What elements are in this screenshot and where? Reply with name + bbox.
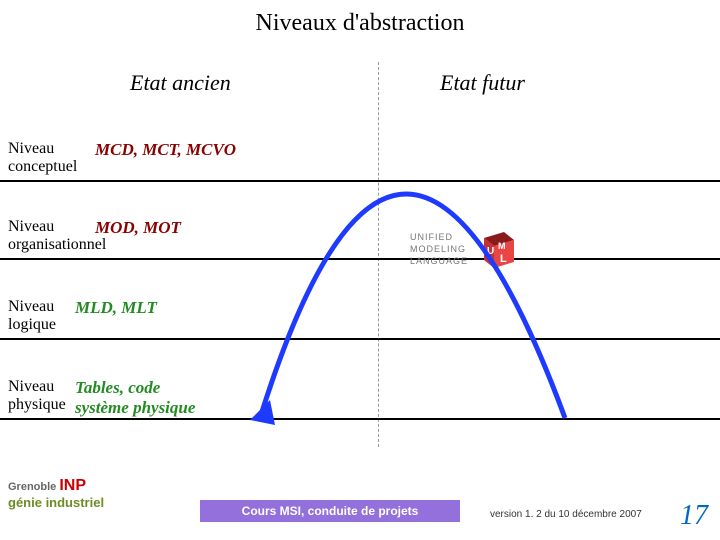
- level-method: Tables, codesystème physique: [75, 378, 235, 418]
- level-label-2: organisationnel: [8, 236, 106, 254]
- level-method: MCD, MCT, MCVO: [95, 140, 236, 160]
- arc-arrow-icon: [0, 0, 720, 540]
- level-label-1: Niveau: [8, 378, 66, 396]
- level-label-group: Niveauconceptuel: [8, 140, 77, 175]
- level-line: [0, 258, 720, 260]
- level-label-2: conceptuel: [8, 158, 77, 176]
- level-label-1: Niveau: [8, 218, 106, 236]
- svg-text:U: U: [487, 246, 494, 257]
- uml-line3: LANGUAGE: [410, 256, 468, 268]
- logo-genie: génie industriel: [8, 495, 104, 510]
- level-line: [0, 338, 720, 340]
- page-number: 17: [680, 500, 708, 532]
- uml-line2: MODELING: [410, 244, 468, 256]
- header-futur: Etat futur: [440, 70, 525, 96]
- logo-inp: INP: [59, 477, 86, 494]
- logo-grenoble: Grenoble: [8, 481, 56, 493]
- institution-logo: Grenoble INP génie industriel: [8, 477, 104, 510]
- uml-logo: UNIFIED MODELING LANGUAGE U M L: [410, 215, 550, 285]
- version-text: version 1. 2 du 10 décembre 2007: [490, 509, 642, 520]
- level-label-group: Niveauorganisationnel: [8, 218, 106, 253]
- level-label-1: Niveau: [8, 298, 56, 316]
- level-method: MLD, MLT: [75, 298, 157, 318]
- svg-text:M: M: [498, 241, 506, 251]
- level-label-group: Niveauphysique: [8, 378, 66, 413]
- level-label-1: Niveau: [8, 140, 77, 158]
- uml-cube-icon: U M L: [474, 228, 518, 272]
- svg-text:L: L: [500, 253, 507, 265]
- level-line: [0, 418, 720, 420]
- level-label-2: physique: [8, 396, 66, 414]
- header-ancien: Etat ancien: [130, 70, 231, 96]
- uml-line1: UNIFIED: [410, 232, 468, 244]
- level-line: [0, 180, 720, 182]
- vertical-divider: [378, 62, 379, 447]
- level-method: MOD, MOT: [95, 218, 181, 238]
- level-label-group: Niveaulogique: [8, 298, 56, 333]
- footer-bar: Cours MSI, conduite de projets: [200, 500, 460, 522]
- level-label-2: logique: [8, 316, 56, 334]
- slide-title: Niveaux d'abstraction: [0, 0, 720, 37]
- uml-text: UNIFIED MODELING LANGUAGE: [410, 232, 468, 267]
